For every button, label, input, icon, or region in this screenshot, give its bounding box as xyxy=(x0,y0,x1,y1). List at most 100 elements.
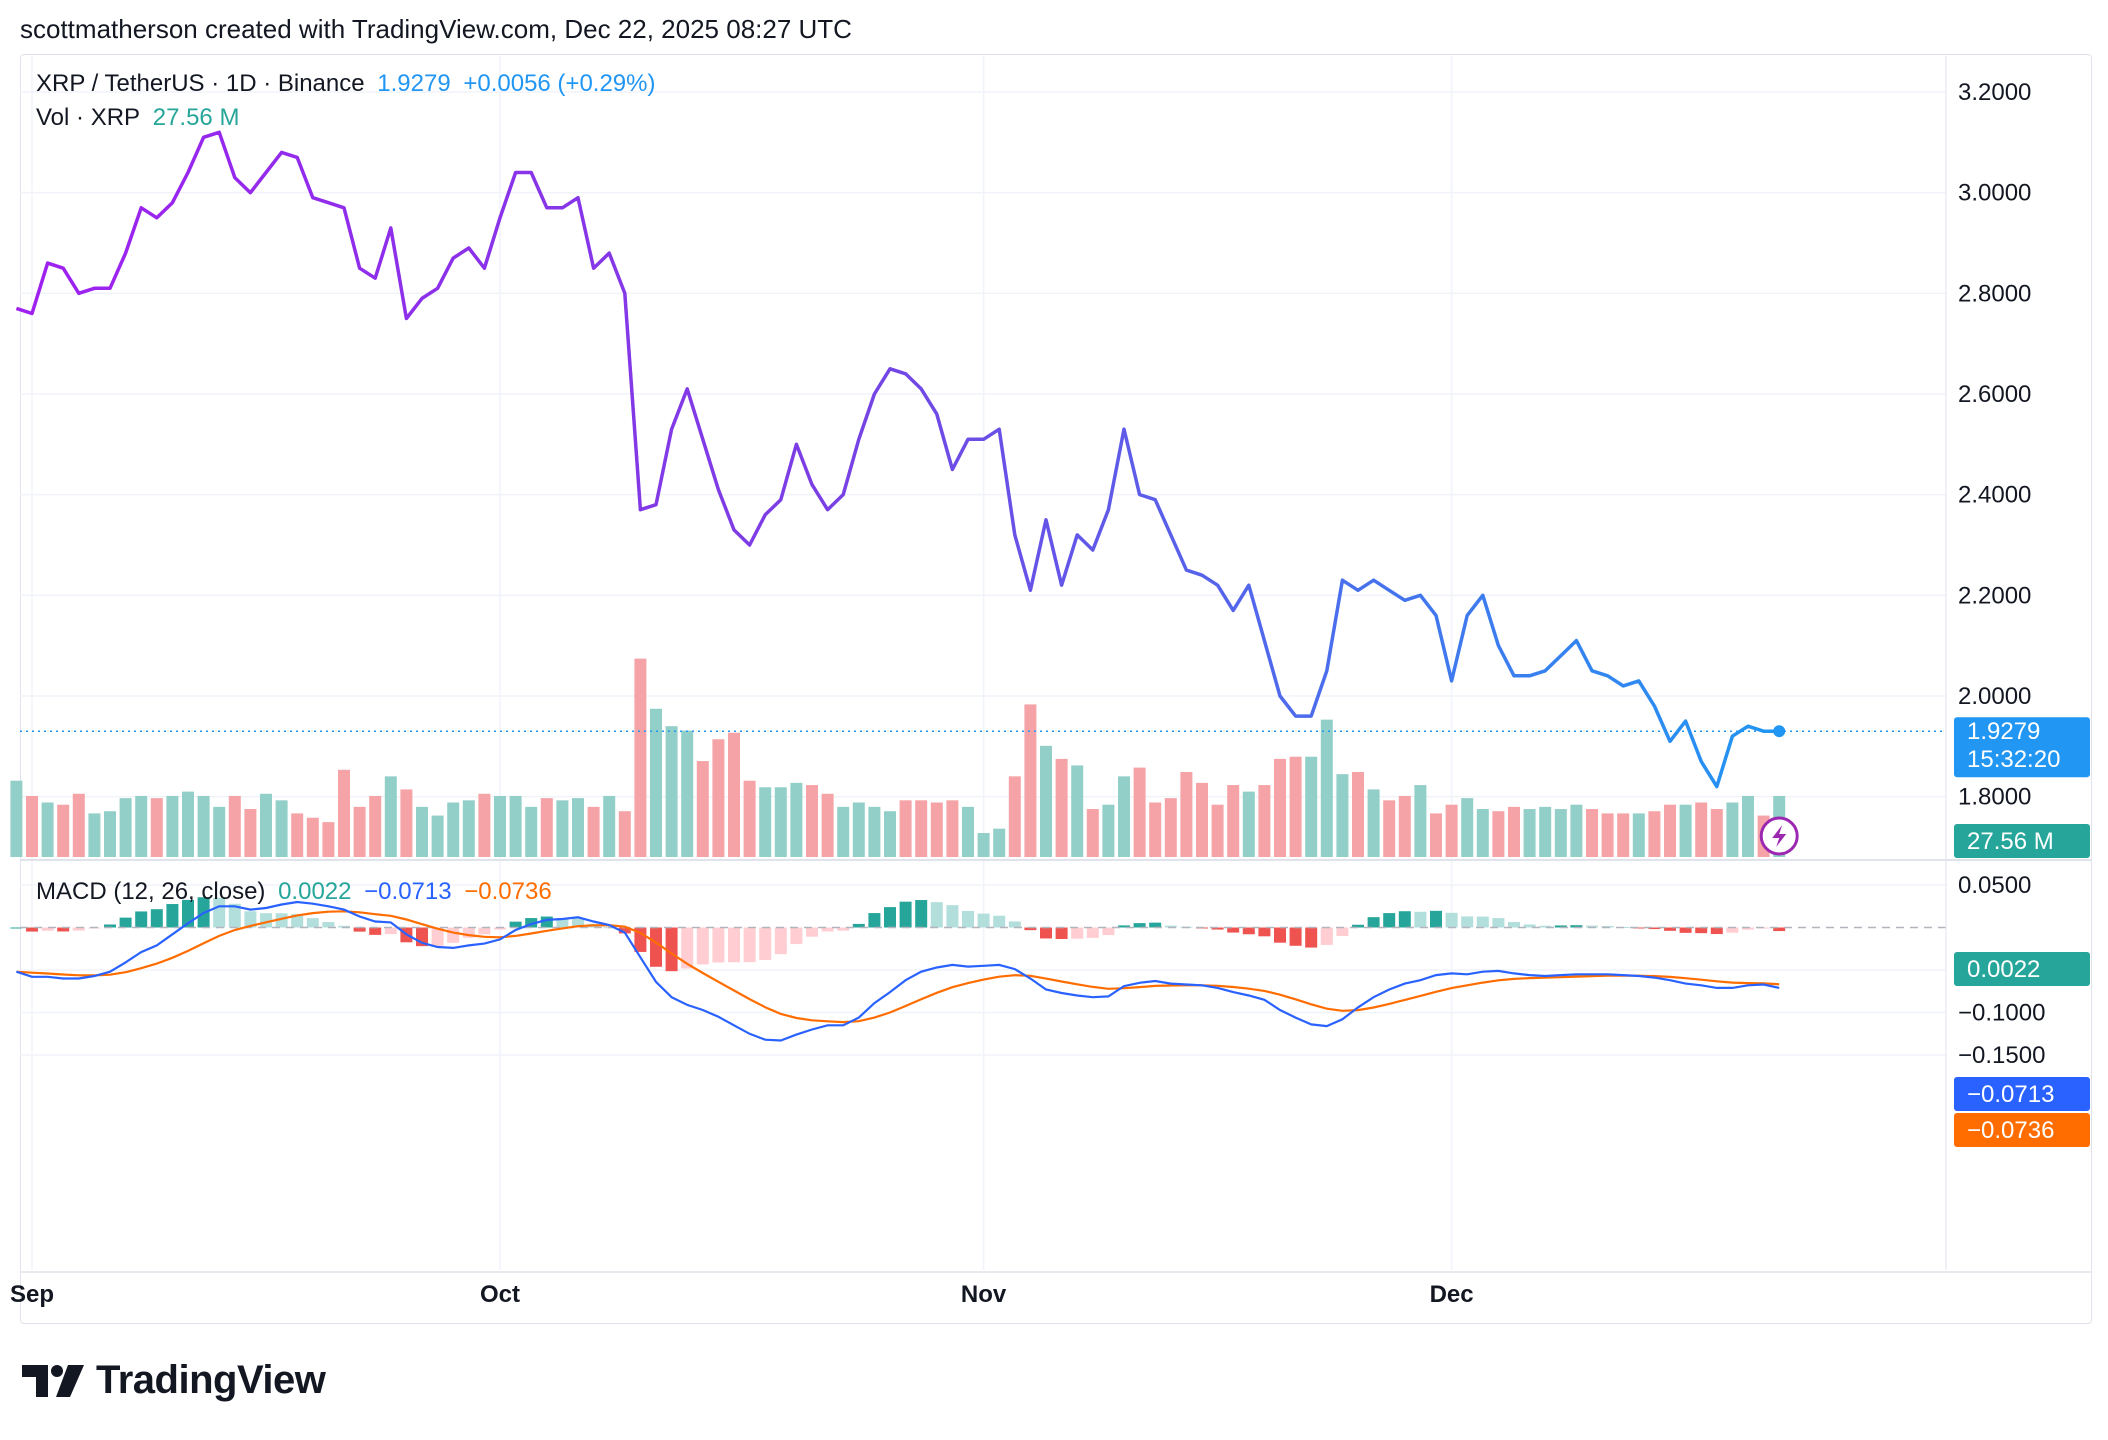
macd-histogram-bar xyxy=(244,911,257,928)
volume-bar xyxy=(712,739,725,857)
macd-histogram-bar xyxy=(1102,927,1115,936)
volume-bar xyxy=(852,802,865,857)
volume-bar xyxy=(509,795,522,857)
volume-bar xyxy=(572,798,584,857)
volume-bar xyxy=(135,795,148,857)
volume-bar xyxy=(868,806,881,857)
macd-histogram-bar xyxy=(1071,927,1084,939)
volume-bar xyxy=(1742,795,1754,857)
volume-bar xyxy=(1508,806,1520,857)
volume-bar xyxy=(353,806,366,857)
macd-histogram-bar xyxy=(1024,927,1037,931)
macd-histogram-bar xyxy=(1648,927,1661,930)
volume-bar xyxy=(1445,804,1458,857)
macd-histogram-bar xyxy=(1352,924,1364,928)
macd-histogram-bar xyxy=(930,902,943,928)
macd-label: MACD (12, 26, close) xyxy=(36,878,266,905)
macd-histogram-bar xyxy=(1164,925,1177,928)
time-axis-label: Sep xyxy=(10,1281,54,1308)
last-price: 1.9279 xyxy=(377,70,451,97)
volume-bar xyxy=(1258,785,1271,857)
macd-histogram-bar xyxy=(166,904,179,928)
macd-histogram-bar xyxy=(1508,922,1520,928)
volume-bar xyxy=(993,828,1006,857)
macd-legend[interactable]: MACD (12, 26, close) 0.0022 −0.0713 −0.0… xyxy=(36,878,558,906)
volume-bar xyxy=(930,802,943,857)
macd-histogram-bar xyxy=(525,918,538,928)
macd-line-badge-bg xyxy=(1954,1077,2090,1111)
macd-histogram-bar xyxy=(1258,927,1271,937)
macd-hist-value: 0.0022 xyxy=(278,878,352,905)
volume-bar xyxy=(603,795,616,857)
macd-histogram-bar xyxy=(837,927,850,931)
tradingview-logo[interactable]: TradingView xyxy=(22,1358,326,1403)
volume-bar xyxy=(790,782,803,857)
volume-bar xyxy=(494,795,506,857)
macd-histogram-bar xyxy=(1664,927,1676,931)
macd-histogram-bar xyxy=(1430,910,1442,928)
volume-bar xyxy=(369,795,382,857)
macd-histogram-bar xyxy=(1742,927,1754,930)
macd-histogram-bar xyxy=(1414,911,1427,928)
volume-bar xyxy=(88,813,101,857)
volume-bar xyxy=(72,793,85,857)
macd-histogram-bar xyxy=(1289,927,1302,946)
macd-histogram-bar xyxy=(790,927,803,945)
volume-bar xyxy=(306,817,319,857)
symbol-legend[interactable]: XRP / TetherUS · 1D · Binance 1.9279 +0.… xyxy=(36,70,661,98)
volume-bar xyxy=(1523,809,1536,857)
volume-legend[interactable]: Vol · XRP 27.56 M xyxy=(36,104,245,132)
macd-histogram-bar xyxy=(1274,927,1286,943)
volume-bar xyxy=(665,726,678,857)
chart-credit: scottmatherson created with TradingView.… xyxy=(20,14,852,44)
volume-bar xyxy=(1586,809,1598,857)
volume-bar xyxy=(182,791,194,857)
price-tick-label: 3.2000 xyxy=(1958,79,2031,106)
volume-bar xyxy=(1414,785,1427,857)
volume-bar xyxy=(634,658,647,857)
macd-histogram-bar xyxy=(884,907,896,928)
volume-bar xyxy=(1305,756,1318,857)
volume-bar xyxy=(1242,791,1255,857)
volume-bars xyxy=(10,658,1786,857)
macd-histogram-bar xyxy=(1523,924,1536,928)
macd-histogram-bar xyxy=(1118,925,1130,928)
price-tick-label: 2.4000 xyxy=(1958,482,2031,509)
series-lines xyxy=(15,130,1946,1042)
volume-bar xyxy=(291,813,304,857)
countdown-badge-value: 15:32:20 xyxy=(1967,746,2060,773)
volume-bar xyxy=(977,833,990,857)
volume-bar xyxy=(1398,795,1411,857)
macd-histogram-bar xyxy=(993,915,1006,928)
macd-histogram-bar xyxy=(728,927,740,963)
volume-bar xyxy=(1180,771,1193,857)
macd-histogram-bar xyxy=(1695,927,1708,934)
volume-bar xyxy=(650,708,662,857)
tradingview-logo-text: TradingView xyxy=(96,1358,326,1402)
macd-histogram-bar xyxy=(26,927,38,932)
volume-bar xyxy=(1086,809,1099,857)
macd-tick-label: −0.1500 xyxy=(1958,1042,2045,1069)
macd-histogram-bar xyxy=(946,905,959,928)
macd-histogram-bar xyxy=(1055,927,1068,939)
volume-bar xyxy=(1040,745,1052,857)
macd-histogram-bar xyxy=(977,913,990,928)
macd-histogram-bar xyxy=(759,927,772,960)
volume-label: Vol · XRP xyxy=(36,104,141,131)
volume-bar xyxy=(946,800,959,857)
volume-bar xyxy=(540,798,553,857)
volume-bar xyxy=(322,822,335,857)
macd-histogram-bar xyxy=(1086,927,1099,938)
volume-bar xyxy=(41,802,54,857)
macd-histogram-bar xyxy=(338,925,350,928)
macd-histogram-bar xyxy=(1586,925,1598,928)
macd-histogram-bar xyxy=(1305,927,1318,948)
axes: 3.2000 3.0000 2.8000 2.6000 2.4000 2.2000 2.00… xyxy=(10,56,2092,1308)
macd-line-value: −0.0713 xyxy=(364,878,452,905)
volume-bar xyxy=(837,806,850,857)
macd-histogram-bar xyxy=(1320,927,1333,945)
chart-frame[interactable] xyxy=(20,54,2092,1324)
macd-histogram-bar xyxy=(1492,918,1505,928)
